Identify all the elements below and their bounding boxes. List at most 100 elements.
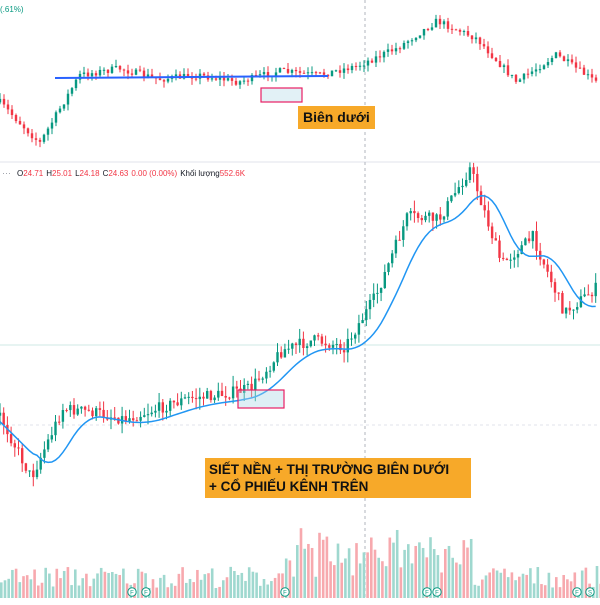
stock-candle-body: [261, 378, 264, 380]
stock-candle-body: [276, 352, 279, 363]
index-candle-body: [242, 80, 246, 82]
volume-bar: [547, 572, 551, 598]
stock-candle-body: [502, 257, 505, 259]
stock-candle-body: [439, 214, 442, 220]
index-candle-body: [58, 108, 62, 113]
stock-candle-body: [457, 187, 460, 194]
stock-candle-body: [243, 384, 246, 393]
index-candle-body: [166, 78, 170, 82]
index-candle-body: [194, 78, 198, 80]
index-candle-body: [258, 74, 262, 76]
volume-bar: [421, 547, 425, 598]
index-candle-body: [234, 80, 238, 85]
volume-bar: [81, 578, 84, 598]
stock-candle-body: [87, 409, 90, 411]
index-candle-body: [546, 62, 550, 66]
setup-annotation[interactable]: SIẾT NỀN + THỊ TRƯỜNG BIÊN DƯỚI + CỔ PHI…: [205, 458, 471, 498]
volume-bar: [188, 578, 192, 598]
index-candle-body: [314, 72, 318, 74]
stock-candle-body: [572, 309, 575, 311]
stock-candle-body: [76, 408, 79, 415]
index-candle-body: [534, 69, 538, 72]
volume-bar: [573, 572, 577, 598]
stock-candle-body: [550, 271, 553, 283]
volume-bar: [199, 579, 203, 598]
stock-candle-body: [283, 349, 287, 358]
volume-bar: [466, 547, 469, 598]
index-candle-body: [162, 80, 166, 82]
volume-bar: [551, 587, 554, 598]
stock-candle-body: [324, 343, 327, 346]
lower-band-annotation[interactable]: Biên dưới: [298, 106, 375, 129]
volume-bar: [388, 537, 392, 598]
volume-bar: [240, 572, 244, 598]
index-candle-body: [498, 61, 502, 68]
index-candle-body: [594, 77, 598, 81]
stock-candle-body: [9, 434, 13, 444]
volume-bar: [418, 542, 421, 598]
volume-bar: [244, 580, 247, 598]
stock-candle-body: [91, 410, 94, 417]
stock-candle-body: [302, 338, 305, 349]
stock-candle-body: [335, 343, 338, 345]
index-candle-body: [210, 78, 214, 80]
stock-candle-body: [391, 253, 394, 264]
event-marker-icon: [585, 587, 595, 597]
volume-bar: [99, 567, 103, 598]
volume-bar: [314, 576, 318, 598]
volume-bar: [140, 571, 144, 598]
index-candle-body: [230, 78, 234, 81]
stock-candle-body: [21, 448, 24, 464]
stock-candle-body: [305, 346, 309, 349]
stock-candle-body: [487, 210, 490, 227]
index-candle-body: [494, 57, 498, 62]
stock-candle-body: [294, 343, 298, 345]
volume-bar: [144, 573, 147, 598]
stock-candle-body: [72, 405, 76, 415]
volume-bar: [366, 552, 369, 598]
index-candle-body: [46, 128, 50, 135]
index-candle-body: [42, 134, 46, 142]
stock-candle-body: [331, 344, 335, 348]
index-candle-body: [426, 29, 430, 31]
stock-candle-body: [524, 238, 527, 246]
more-options-icon[interactable]: ···: [2, 168, 11, 178]
volume-bar: [532, 583, 536, 598]
index-candle-body: [274, 72, 278, 77]
stock-candle-body: [191, 396, 194, 399]
index-candle-body: [278, 68, 282, 73]
volume-bar: [521, 573, 525, 598]
index-candle-body: [146, 74, 150, 77]
volume-bar: [181, 567, 184, 598]
stock-candle-body: [317, 335, 320, 337]
index-candle-body: [510, 74, 514, 76]
volume-bar: [362, 552, 366, 598]
volume-bar: [59, 578, 62, 598]
volume-bar: [77, 585, 81, 598]
stock-candle-body: [187, 396, 190, 398]
index-candle-body: [30, 133, 34, 139]
stock-candle-body: [376, 292, 379, 294]
volume-bar: [96, 573, 99, 598]
index-candle-body: [74, 79, 78, 89]
volume-bar: [281, 573, 284, 598]
stock-candle-body: [494, 238, 497, 241]
stock-candle-body: [172, 400, 176, 403]
index-candle-body: [486, 46, 490, 54]
stock-candle-body: [320, 336, 324, 344]
stock-candle-body: [165, 410, 168, 413]
index-candle-body: [558, 52, 562, 57]
volume-bar: [525, 574, 528, 598]
index-candle-body: [322, 72, 326, 75]
volume-bar: [462, 540, 466, 598]
stock-candle-body: [450, 195, 453, 202]
index-candle-body: [430, 27, 434, 30]
volume-bar: [303, 548, 306, 598]
index-candle-body: [318, 72, 322, 74]
index-candle-body: [418, 35, 422, 38]
volume-bar: [55, 568, 59, 598]
stock-candle-body: [379, 288, 383, 293]
stock-candle-body: [143, 415, 146, 417]
